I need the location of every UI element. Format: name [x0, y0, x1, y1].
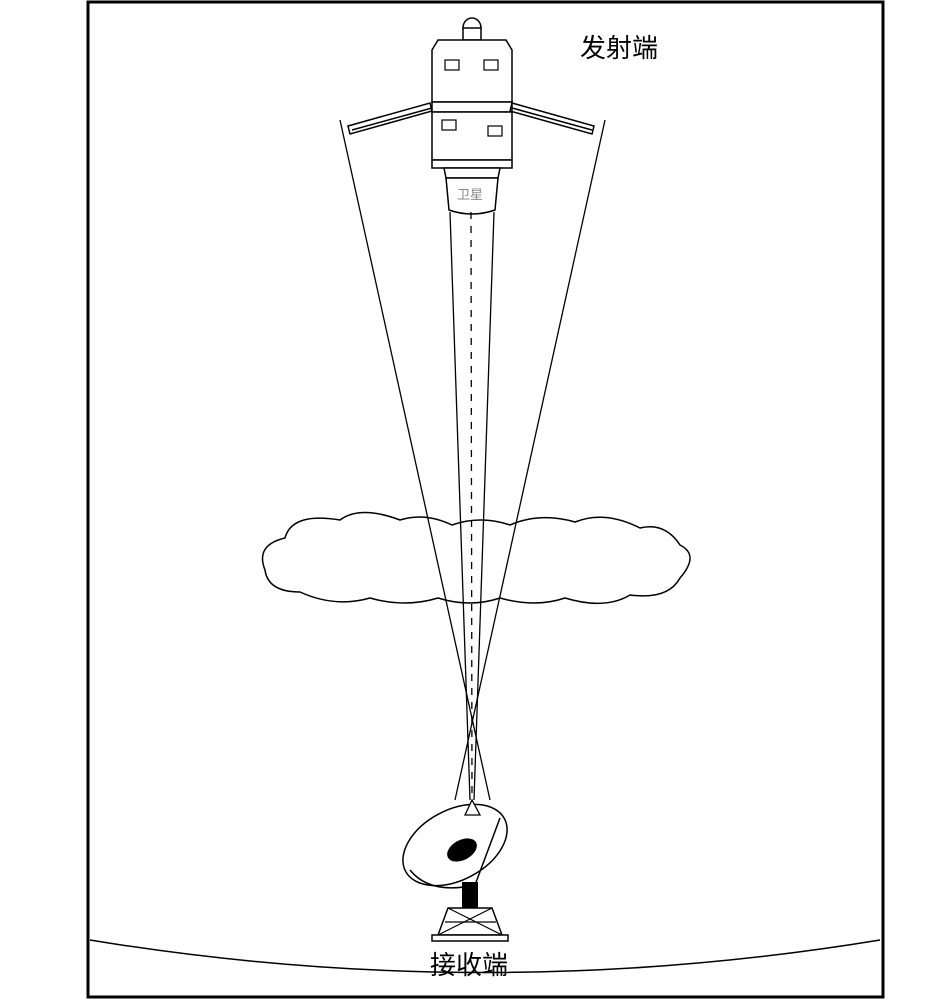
transmitter-label: 发射端 [580, 28, 658, 65]
cloud-icon [263, 513, 691, 604]
satellite-comm-diagram: 发射端 接收端 卫星 [0, 0, 936, 1000]
receiver-label: 接收端 [430, 945, 508, 982]
diagram-svg [0, 0, 936, 1000]
ground-station-icon [389, 788, 521, 941]
beam-lines [340, 120, 605, 800]
satellite-text-label: 卫星 [457, 184, 483, 203]
